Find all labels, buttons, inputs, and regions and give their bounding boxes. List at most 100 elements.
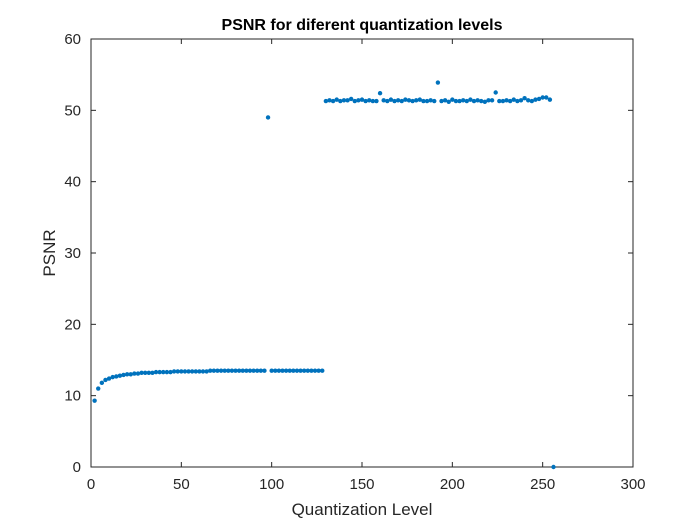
data-point: [146, 370, 152, 376]
data-point: [139, 370, 144, 376]
data-point: [453, 98, 459, 104]
data-point: [298, 368, 303, 373]
data-point: [171, 369, 177, 374]
data-point: [175, 369, 180, 374]
data-point: [359, 97, 365, 102]
data-point: [287, 368, 292, 373]
data-point: [153, 369, 159, 375]
data-point: [103, 377, 108, 383]
data-point: [258, 368, 264, 373]
x-tick-label: 300: [620, 476, 645, 493]
x-tick-label: 250: [530, 476, 555, 493]
data-point: [200, 369, 206, 374]
data-point: [507, 98, 513, 104]
data-point: [529, 98, 535, 104]
data-point: [247, 368, 253, 373]
data-point: [363, 98, 368, 104]
data-point: [244, 368, 249, 373]
data-point: [121, 372, 126, 378]
data-point: [410, 98, 415, 104]
tick-marks: [90, 38, 634, 468]
data-point: [316, 368, 321, 373]
y-tick-label: 50: [64, 102, 81, 119]
data-point: [381, 98, 386, 103]
data-point: [504, 98, 509, 103]
data-point: [283, 368, 289, 373]
data-point: [215, 368, 220, 373]
tick-labels: 0 50 100 150 200 250 300 0 10 20 30 40 50 60: [64, 31, 645, 493]
data-point: [338, 98, 343, 104]
data-point: [114, 374, 119, 379]
data-point: [500, 98, 506, 104]
data-point: [370, 98, 376, 104]
data-point: [294, 368, 300, 373]
data-point: [464, 98, 469, 104]
data-point: [460, 98, 466, 103]
data-point: [356, 98, 361, 103]
data-point: [442, 98, 448, 103]
data-point: [269, 368, 274, 373]
data-point: [377, 91, 383, 96]
data-point: [345, 98, 350, 103]
data-point: [497, 98, 502, 104]
data-point: [486, 98, 491, 103]
data-point: [489, 98, 495, 103]
data-point: [450, 97, 455, 102]
data-point: [110, 374, 115, 380]
data-point: [96, 386, 101, 391]
data-point: [547, 97, 553, 102]
data-point: [482, 99, 488, 104]
data-point: [403, 97, 408, 102]
data-point: [186, 369, 191, 374]
y-tick-label: 40: [64, 174, 81, 191]
data-point: [428, 98, 433, 103]
data-point: [533, 97, 538, 102]
data-point: [417, 97, 423, 102]
data-point: [233, 368, 238, 373]
data-point: [262, 368, 267, 373]
data-point: [124, 372, 130, 377]
data-point: [511, 97, 516, 102]
data-point: [536, 96, 542, 102]
data-point: [540, 95, 545, 100]
data-point: [161, 369, 166, 375]
data-point: [182, 369, 188, 374]
data-point: [374, 98, 379, 104]
data-point: [522, 96, 527, 101]
x-tick-label: 50: [173, 476, 190, 493]
x-tick-label: 100: [259, 476, 284, 493]
y-tick-label: 30: [64, 245, 81, 262]
data-point: [320, 368, 325, 373]
data-point: [291, 368, 296, 373]
data-point: [421, 98, 426, 104]
data-point: [352, 98, 357, 104]
data-point: [471, 98, 477, 104]
plot-area: 0 50 100 150 200 250 300 0 10 20 30 40 50 60: [64, 31, 645, 493]
data-point: [236, 368, 242, 373]
data-point: [143, 370, 148, 376]
data-point: [276, 368, 282, 373]
data-point: [226, 368, 231, 373]
data-point: [515, 98, 520, 104]
data-point: [189, 369, 195, 374]
data-point: [493, 90, 498, 95]
data-point: [395, 98, 401, 103]
data-point: [551, 464, 556, 470]
data-point: [240, 368, 245, 373]
chart-title: PSNR for diferent quantization levels: [222, 17, 503, 34]
data-point: [457, 98, 462, 104]
data-point: [251, 368, 256, 373]
data-point: [330, 98, 336, 104]
data-point: [218, 368, 224, 373]
data-point: [388, 97, 394, 102]
data-point: [309, 368, 314, 373]
y-tick-label: 60: [64, 31, 81, 48]
data-point: [526, 98, 531, 103]
data-point: [280, 368, 285, 373]
data-point: [432, 98, 437, 104]
data-point: [475, 98, 480, 103]
y-axis-label: PSNR: [40, 229, 59, 276]
data-point: [435, 80, 441, 85]
axes-box: [90, 38, 634, 468]
x-axis-label: Quantization Level: [292, 500, 433, 519]
